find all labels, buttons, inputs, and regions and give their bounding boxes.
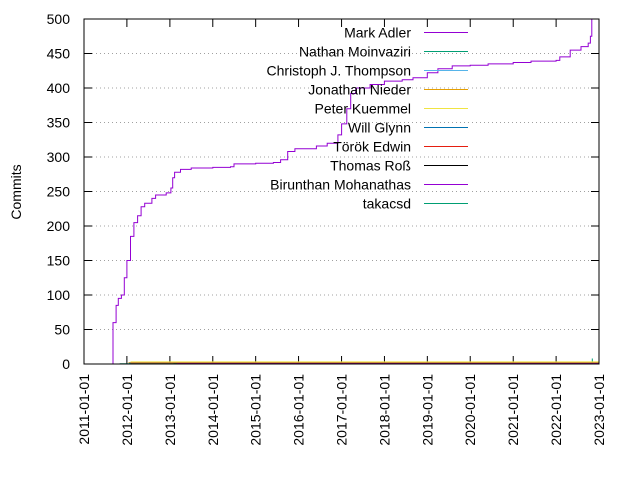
legend: Mark Adler Nathan Moinvaziri Christoph J. … <box>267 25 468 212</box>
x-tick-label: 2011-01-01 <box>76 374 92 445</box>
legend-label: takacsd <box>363 196 411 212</box>
x-tick-label: 2018-01-01 <box>376 374 392 446</box>
legend-label: Birunthan Mohanathas <box>270 177 411 193</box>
legend-label: Thomas Roß <box>330 158 411 174</box>
legend-label: Török Edwin <box>333 139 411 155</box>
x-tick-label: 2012-01-01 <box>119 374 135 446</box>
y-tick-label: 0 <box>62 356 70 372</box>
legend-label: Nathan Moinvaziri <box>299 44 411 60</box>
y-tick-label: 400 <box>47 80 71 96</box>
y-tick-label: 500 <box>47 11 71 27</box>
x-tick-label: 2013-01-01 <box>162 374 178 446</box>
y-tick-label: 200 <box>47 218 71 234</box>
y-tick-label: 100 <box>47 287 71 303</box>
y-tick-label: 300 <box>47 149 71 165</box>
y-tick-label: 50 <box>54 322 70 338</box>
x-tick-label: 2014-01-01 <box>205 374 221 446</box>
x-tick-label: 2016-01-01 <box>291 374 307 446</box>
y-tick-label: 250 <box>47 184 71 200</box>
legend-label: Will Glynn <box>348 120 411 136</box>
x-tick-label: 2021-01-01 <box>505 374 521 446</box>
x-tick-label: 2019-01-01 <box>419 374 435 446</box>
series-line-1 <box>112 19 593 365</box>
x-tick-label: 2022-01-01 <box>548 374 564 446</box>
x-tick-label: 2020-01-01 <box>462 374 478 446</box>
x-axis-ticks: 2011-01-01 2012-01-01 2013-01-01 2014-01-01… <box>76 19 607 446</box>
legend-label: Mark Adler <box>344 25 411 41</box>
legend-label: Jonathan Nieder <box>308 82 411 98</box>
x-tick-label: 2015-01-01 <box>248 374 264 446</box>
legend-label: Christoph J. Thompson <box>267 63 411 79</box>
y-axis-title: Commits <box>8 164 24 219</box>
x-tick-label: 2017-01-01 <box>334 374 350 446</box>
y-axis-ticks: 0 50 100 150 200 250 300 350 400 450 500 <box>47 11 599 372</box>
x-tick-label: 2023-01-01 <box>591 374 607 446</box>
y-tick-label: 350 <box>47 115 71 131</box>
y-tick-label: 150 <box>47 253 71 269</box>
y-tick-label: 450 <box>47 46 71 62</box>
legend-label: Peter Kuemmel <box>315 101 411 117</box>
plot-frame <box>83 18 600 365</box>
